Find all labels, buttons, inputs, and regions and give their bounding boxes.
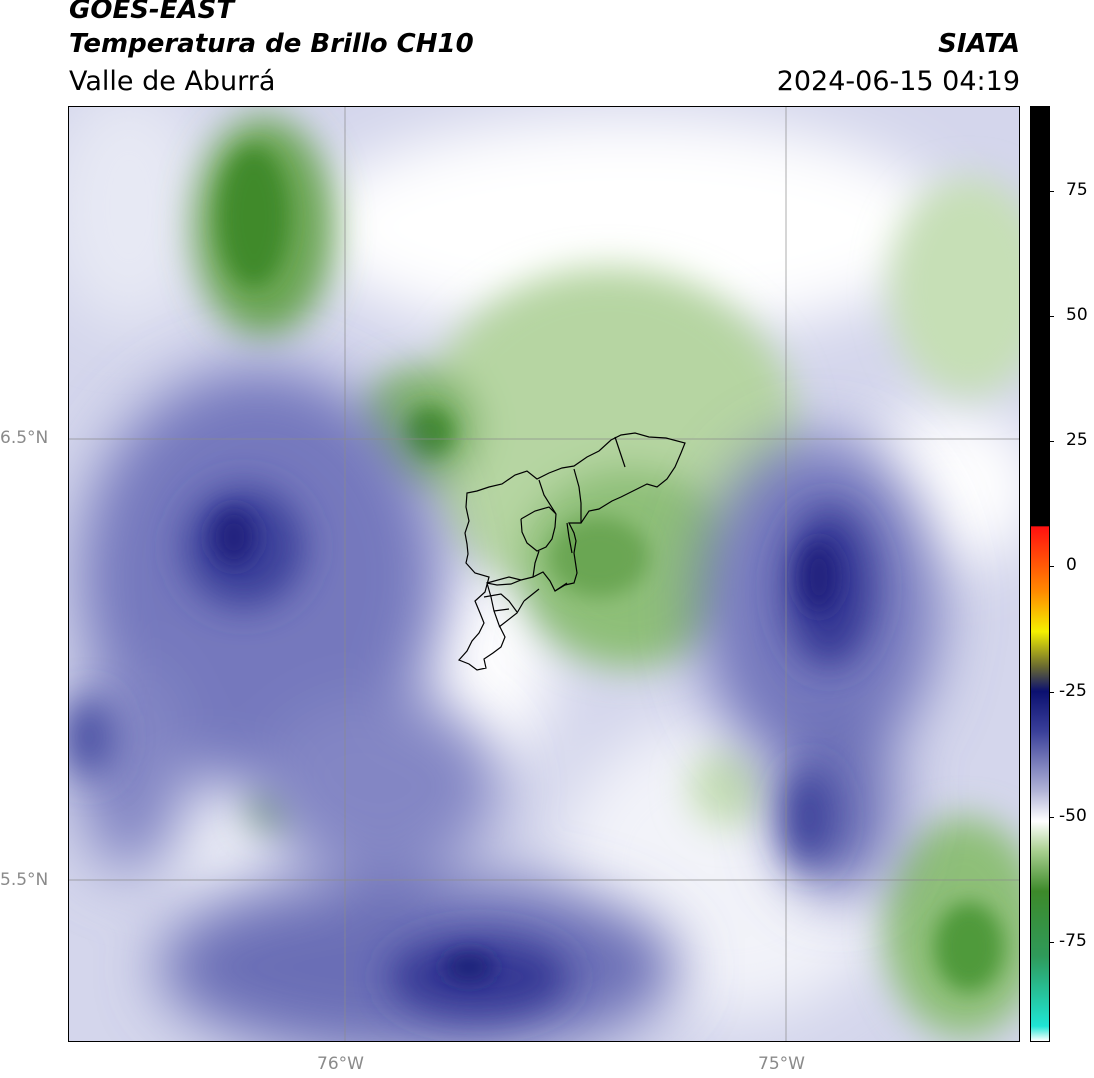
colorbar-tick-label: 25 xyxy=(1066,430,1088,451)
colorbar-tick-label: -25 xyxy=(1059,680,1087,701)
brightness-temperature-map xyxy=(68,106,1020,1042)
colorbar-tick-mark xyxy=(1049,316,1054,318)
graticule xyxy=(69,107,1019,1041)
datetime-label: 2024-06-15 04:19 xyxy=(776,66,1020,97)
colorbar-tick-label: 50 xyxy=(1066,305,1088,326)
colorbar-tick-mark xyxy=(1049,941,1054,943)
colorbar xyxy=(1030,106,1050,1042)
satellite-title: GOES-EAST xyxy=(69,0,235,25)
municipal-boundaries xyxy=(457,432,686,671)
colorbar-tick-mark xyxy=(1049,191,1054,193)
colorbar-tick-mark xyxy=(1049,566,1054,568)
colorbar-tick-mark xyxy=(1049,691,1054,693)
lat-label-6-5n: 6.5°N xyxy=(0,428,49,448)
colorbar-tick-label: -50 xyxy=(1059,805,1087,826)
colorbar-tick-mark xyxy=(1049,816,1054,818)
colorbar-tick-mark xyxy=(1049,441,1054,443)
lon-label-76w: 76°W xyxy=(317,1054,364,1074)
product-title: Temperatura de Brillo CH10 xyxy=(69,29,474,59)
organization-label: SIATA xyxy=(938,29,1020,59)
map-field xyxy=(69,107,1019,1041)
colorbar-tick-label: 0 xyxy=(1066,555,1077,576)
colorbar-tick-label: -75 xyxy=(1059,930,1087,951)
lon-label-75w: 75°W xyxy=(758,1054,805,1074)
lat-label-5-5n: 5.5°N xyxy=(0,870,49,890)
colorbar-tick-label: 75 xyxy=(1066,180,1088,201)
region-label: Valle de Aburrá xyxy=(69,66,276,97)
